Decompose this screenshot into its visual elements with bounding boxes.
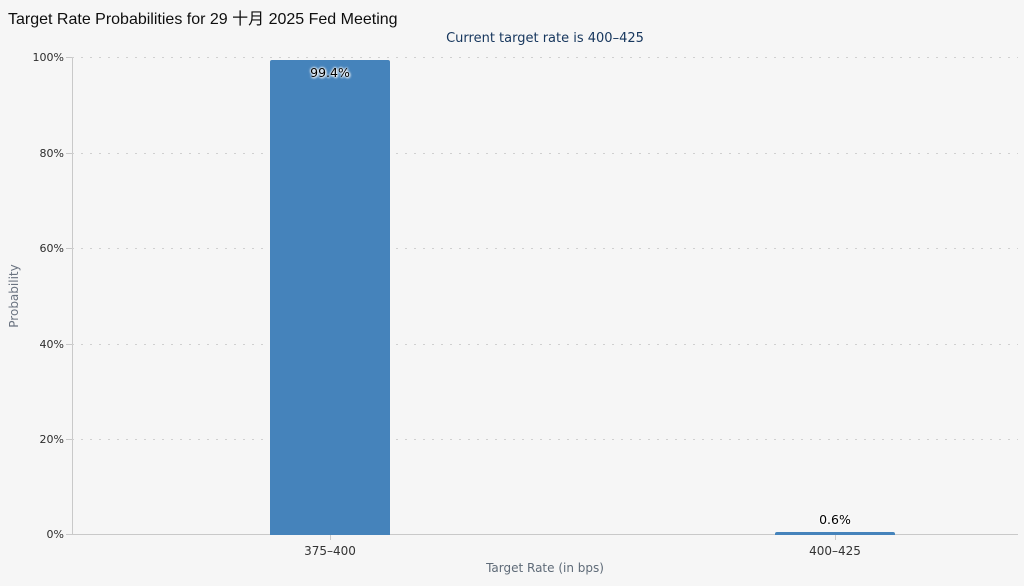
plot-area: 0% 20% 40% 60% 80% 100% 99.4% 375–400 0.6% 400–42… — [33, 51, 1018, 558]
gridline-80 — [72, 153, 1018, 154]
y-axis-title: Probability — [7, 264, 21, 328]
y-axis-tick-label: 20% — [39, 433, 64, 446]
y-axis-tick-label: 80% — [39, 147, 64, 160]
chart-subtitle: Current target rate is 400–425 — [446, 31, 644, 46]
y-axis-tick-100 — [66, 57, 72, 58]
gridline-100 — [72, 57, 1018, 58]
bar-value-label: 0.6% — [819, 512, 851, 527]
chart-title: Target Rate Probabilities for 29 十月 2025… — [8, 11, 398, 28]
probability-bar[interactable] — [775, 532, 895, 535]
y-axis-tick-40 — [66, 344, 72, 345]
y-axis-tick-label: 40% — [39, 338, 64, 351]
gridline-60 — [72, 248, 1018, 249]
y-axis-tick-label: 100% — [32, 51, 64, 64]
y-axis-tick-80 — [66, 153, 72, 154]
y-axis-tick-label: 60% — [39, 242, 64, 255]
gridline-40 — [72, 344, 1018, 345]
y-axis-tick-60 — [66, 248, 72, 249]
y-axis-tick-0 — [66, 534, 72, 535]
x-axis-category-label: 400–425 — [809, 544, 861, 558]
probability-bar[interactable] — [270, 60, 390, 535]
x-axis-tick — [835, 535, 836, 540]
x-axis-title: Target Rate (in bps) — [486, 561, 604, 575]
y-axis-tick-label: 0% — [46, 528, 64, 541]
bar-value-label: 99.4% — [310, 65, 350, 80]
gridline-20 — [72, 439, 1018, 440]
x-axis-tick — [330, 535, 331, 540]
y-axis-tick-20 — [66, 439, 72, 440]
x-axis-line — [72, 534, 1018, 535]
x-axis-category-label: 375–400 — [304, 544, 356, 558]
y-axis-line — [72, 57, 73, 535]
